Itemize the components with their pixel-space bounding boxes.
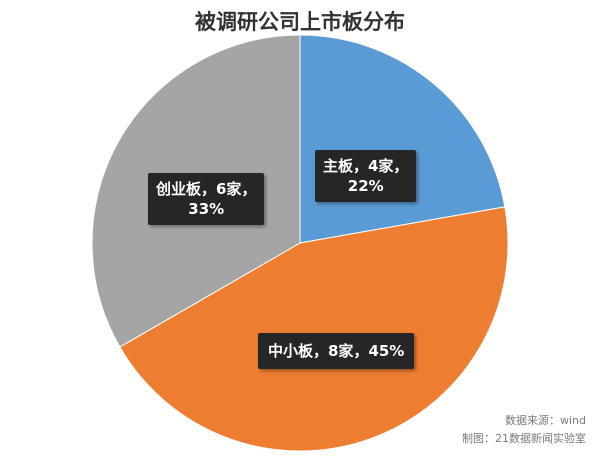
data-label-sme-board-line1: 中小板，8家，45% — [268, 342, 405, 360]
data-label-main-board: 主板，4家， 22% — [315, 150, 417, 202]
data-label-main-board-line1: 主板，4家， — [323, 157, 409, 175]
data-label-chinext: 创业板，6家， 33% — [148, 173, 265, 225]
chart-credit-note: 制图：21数据新闻实验室 — [462, 432, 586, 445]
chart-title: 被调研公司上市板分布 — [195, 10, 405, 34]
data-label-chinext-line1: 创业板，6家， — [156, 180, 257, 198]
data-source-note: 数据来源：wind — [504, 414, 586, 427]
data-label-sme-board: 中小板，8家，45% — [258, 333, 415, 369]
slice-sme-board — [119, 206, 509, 452]
data-label-chinext-line2: 33% — [188, 200, 225, 218]
data-label-main-board-line2: 22% — [347, 177, 384, 195]
